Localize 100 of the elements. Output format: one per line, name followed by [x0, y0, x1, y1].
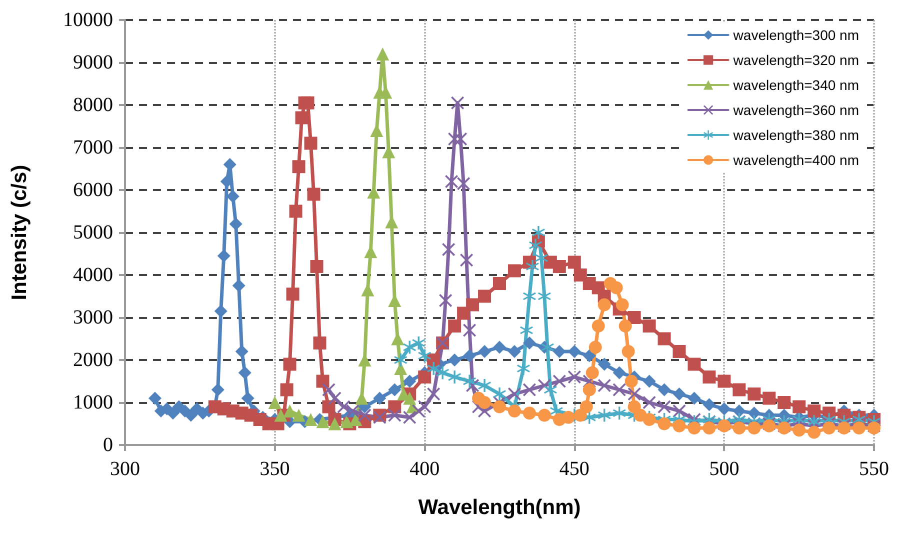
- point: [688, 422, 701, 434]
- point: [642, 413, 656, 426]
- point: [418, 400, 432, 414]
- point: [612, 406, 626, 420]
- point: [568, 370, 581, 384]
- point: [598, 298, 611, 312]
- point: [702, 422, 716, 434]
- y-tick-label: 0: [103, 434, 113, 456]
- point: [586, 366, 599, 380]
- point: [304, 413, 318, 426]
- point: [439, 294, 452, 307]
- point: [451, 96, 464, 110]
- point: [418, 349, 432, 362]
- point: [838, 422, 851, 434]
- point: [268, 396, 282, 409]
- point: [346, 404, 360, 418]
- point: [283, 404, 296, 418]
- legend-label: wavelength=300 nm: [732, 27, 860, 43]
- point: [337, 400, 350, 414]
- point: [403, 410, 416, 424]
- y-tick-label: 8000: [73, 94, 113, 116]
- legend-label: wavelength=360 nm: [732, 102, 860, 118]
- point: [792, 413, 806, 426]
- x-tick-label: 350: [260, 458, 290, 480]
- point: [616, 298, 629, 312]
- x-tick-label: 550: [859, 458, 889, 480]
- x-axis-title: Wavelength(nm): [418, 496, 581, 519]
- y-tick-label: 9000: [73, 52, 113, 74]
- point: [478, 379, 492, 392]
- point: [778, 422, 791, 434]
- point: [732, 422, 746, 434]
- point: [822, 422, 836, 434]
- point: [427, 388, 440, 400]
- point: [582, 383, 596, 396]
- point: [478, 396, 492, 409]
- point: [622, 345, 635, 358]
- legend-label: wavelength=320 nm: [732, 52, 860, 68]
- point: [493, 388, 506, 400]
- point: [672, 404, 686, 418]
- x-tick-label: 450: [559, 458, 590, 480]
- point: [394, 362, 408, 375]
- point: [672, 419, 686, 432]
- point: [322, 383, 336, 396]
- point: [618, 320, 632, 332]
- x-tick-label: 300: [110, 458, 140, 480]
- y-axis-title: Intensity (c/s): [8, 164, 31, 300]
- point: [642, 396, 656, 409]
- point: [340, 415, 354, 428]
- point: [460, 254, 474, 267]
- point: [454, 132, 468, 146]
- point: [808, 426, 821, 439]
- y-tick-label: 3000: [73, 306, 113, 328]
- legend-label: wavelength=400 nm: [732, 152, 860, 168]
- point: [532, 226, 545, 239]
- point: [538, 408, 551, 422]
- point: [658, 417, 671, 430]
- point: [552, 374, 566, 388]
- point: [445, 175, 458, 188]
- point: [522, 406, 536, 420]
- point: [522, 383, 536, 396]
- point: [412, 336, 426, 350]
- point: [508, 388, 521, 400]
- point: [588, 340, 602, 354]
- y-tick-label: 7000: [73, 136, 113, 158]
- point: [612, 383, 626, 396]
- point: [658, 400, 671, 414]
- point: [448, 370, 462, 384]
- point: [792, 424, 806, 437]
- point: [394, 354, 408, 366]
- point: [592, 320, 605, 332]
- y-tick-label: 10000: [63, 9, 113, 31]
- legend-label: wavelength=380 nm: [732, 127, 860, 143]
- point: [493, 400, 506, 414]
- point: [376, 48, 390, 60]
- point: [388, 408, 402, 422]
- y-tick-label: 2000: [73, 349, 113, 371]
- point: [598, 379, 611, 392]
- point: [463, 374, 476, 388]
- point: [628, 388, 641, 400]
- point: [328, 417, 342, 430]
- point: [316, 415, 330, 428]
- point: [748, 422, 761, 434]
- y-tick-label: 6000: [73, 179, 113, 201]
- point: [528, 238, 542, 252]
- point: [598, 408, 611, 422]
- point: [427, 362, 440, 375]
- point: [292, 408, 306, 422]
- y-tick-label: 1000: [73, 392, 113, 414]
- point: [457, 177, 470, 190]
- x-tick-label: 500: [709, 458, 740, 480]
- y-tick-label: 4000: [73, 264, 113, 286]
- point: [610, 281, 623, 294]
- legend-label: wavelength=340 nm: [732, 77, 860, 93]
- point: [442, 243, 456, 256]
- x-tick-label: 400: [410, 458, 440, 480]
- point: [562, 410, 575, 424]
- point: [463, 324, 476, 337]
- point: [624, 374, 638, 388]
- y-tick-label: 5000: [73, 222, 113, 244]
- point: [868, 422, 880, 434]
